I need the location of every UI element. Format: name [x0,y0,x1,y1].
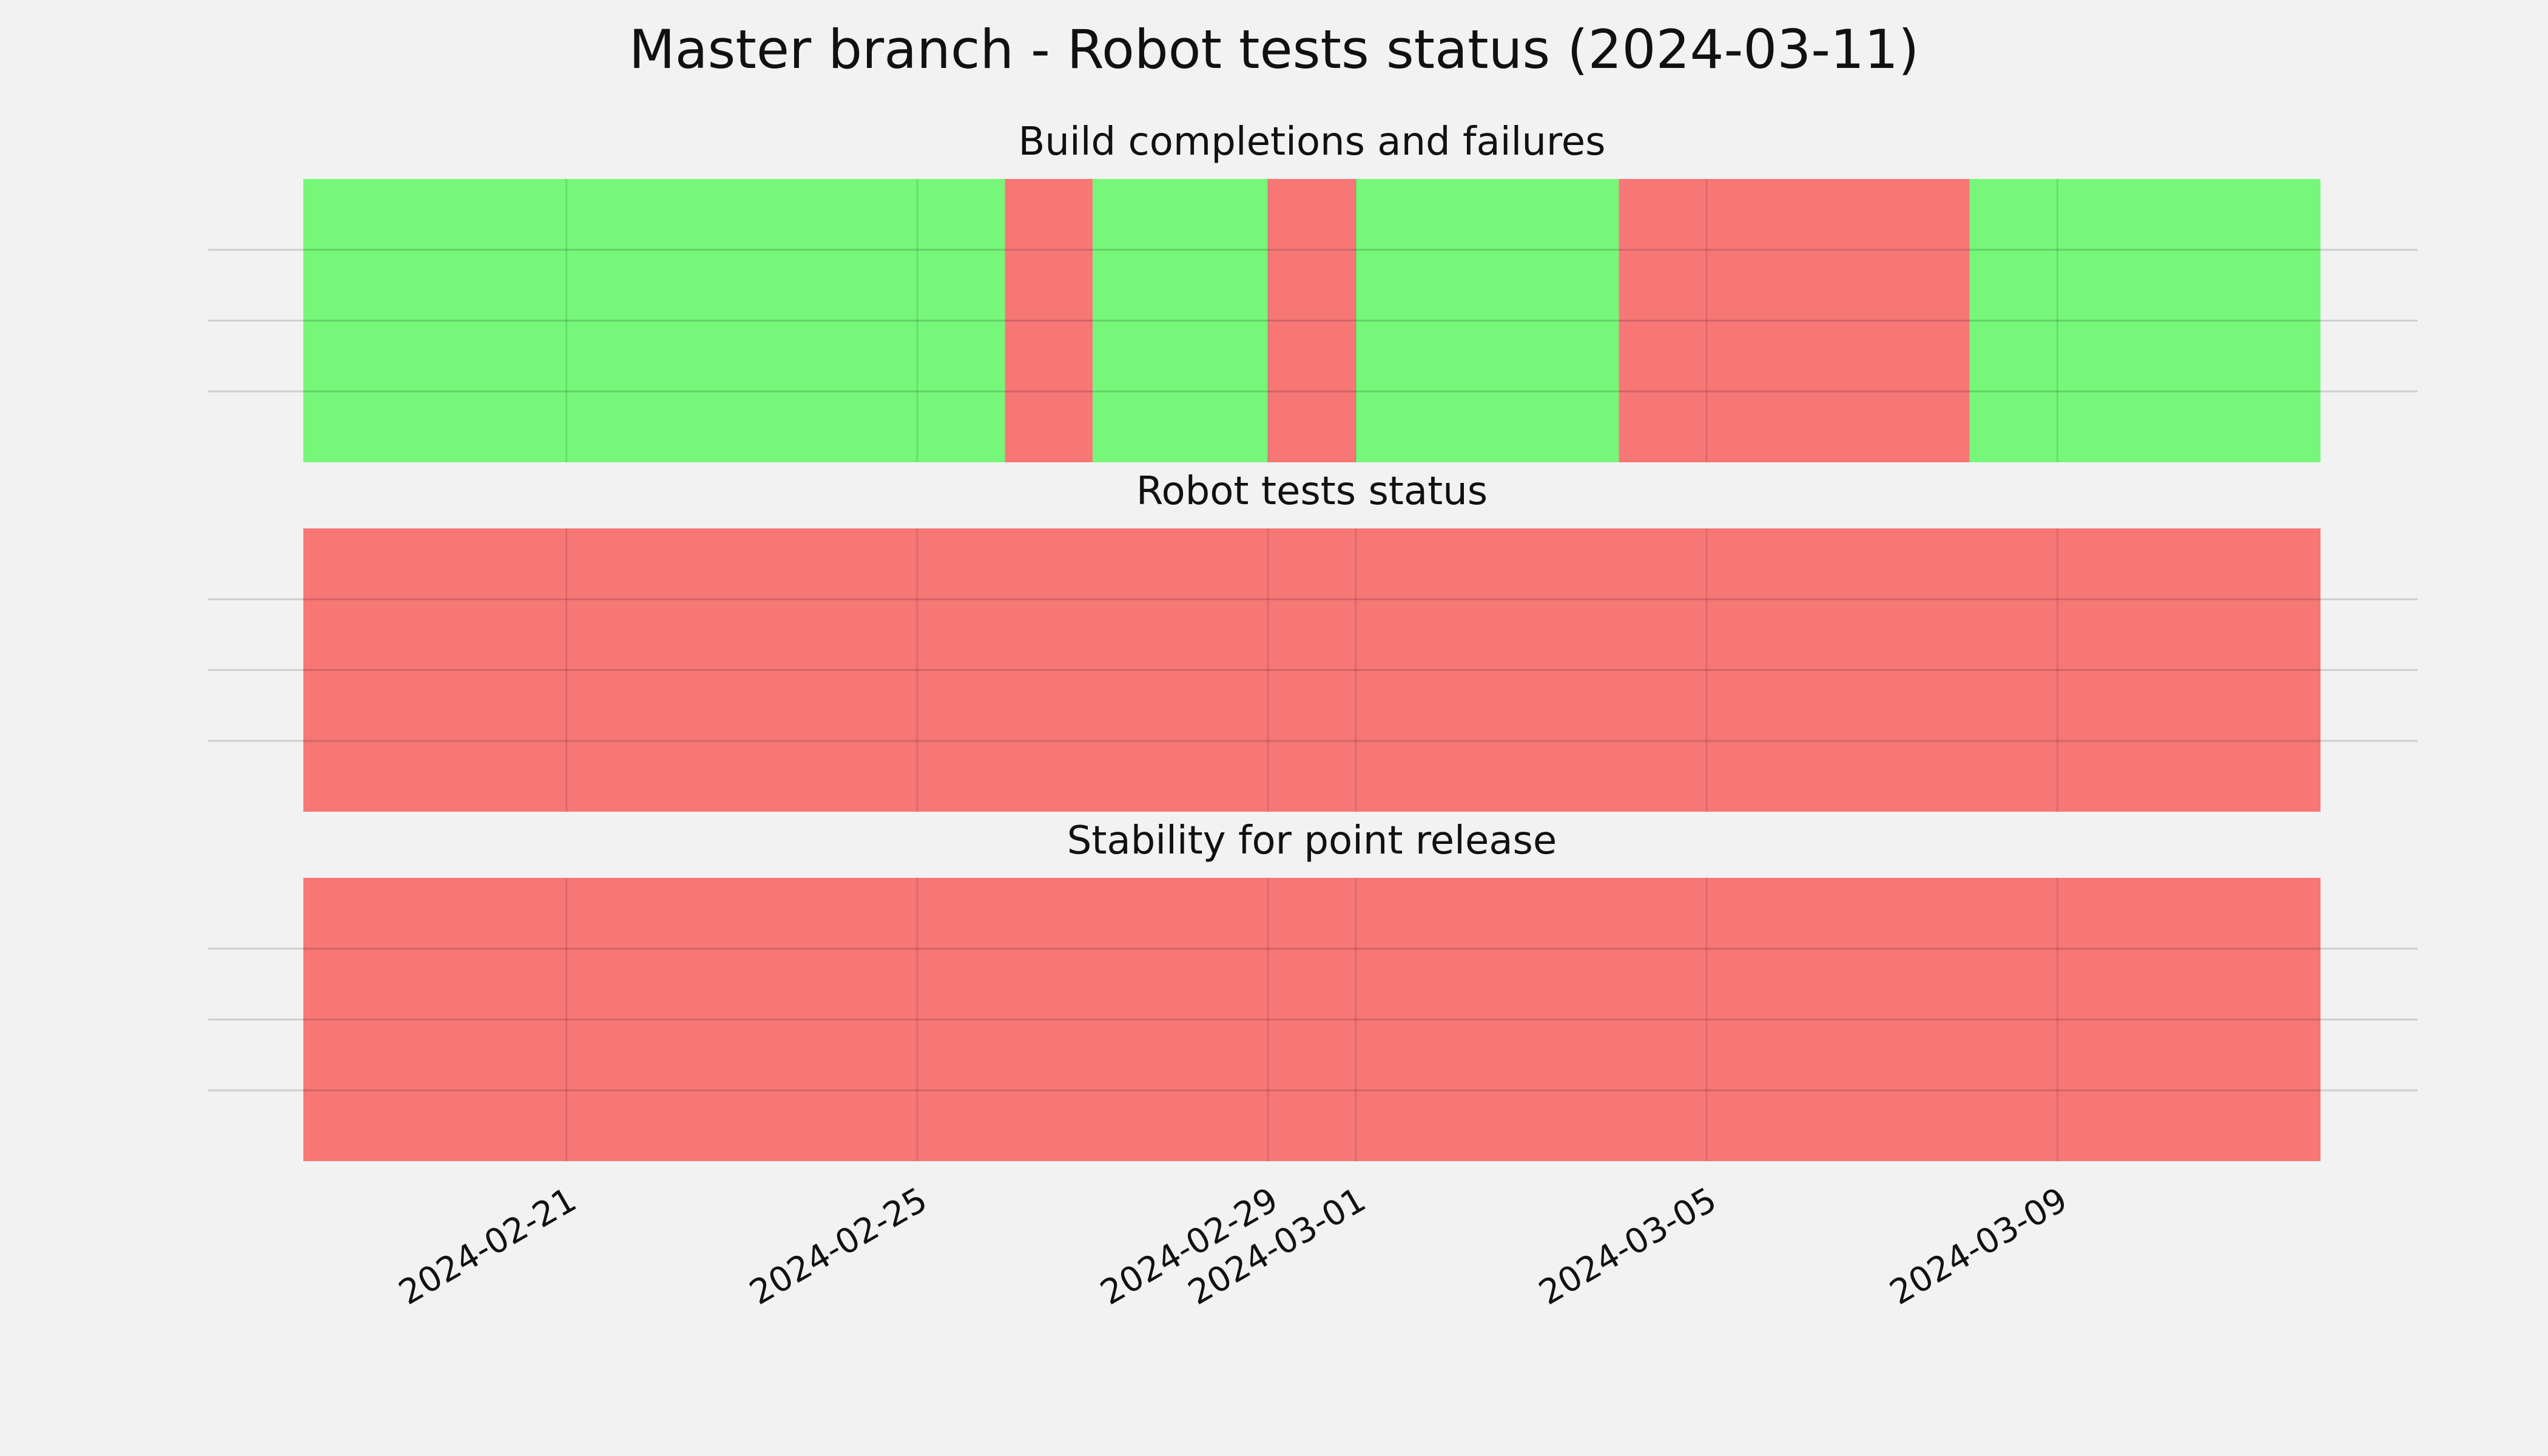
status-segment-fail [1268,179,1356,462]
chart-title: Master branch - Robot tests status (2024… [629,18,1919,81]
x-tick-label: 2024-02-21 [393,1180,583,1313]
x-tick-label: 2024-02-25 [743,1180,934,1313]
x-tick-label: 2024-03-09 [1883,1180,2074,1313]
status-segment-pass [1969,179,2320,462]
x-tick-label: 2024-03-05 [1532,1180,1723,1313]
panel-title: Stability for point release [1067,818,1557,863]
status-segment-fail [303,528,2320,812]
panel-3: Stability for point release [208,818,2418,1161]
status-segment-fail [303,878,2320,1161]
status-segment-pass [303,179,1005,462]
status-segment-pass [1355,179,1619,462]
panels-group: Build completions and failures Robot test… [208,120,2418,1161]
status-segment-fail [1005,179,1093,462]
status-segment-pass [1093,179,1269,462]
panel-title: Robot tests status [1136,469,1488,514]
status-segment-fail [1619,179,1970,462]
panel-2: Robot tests status [208,469,2418,812]
x-axis-ticks: 2024-02-21 2024-02-25 2024-02-292024-03-01… [393,1180,2074,1313]
panel-title: Build completions and failures [1019,120,1606,164]
panel-1: Build completions and failures [208,120,2418,462]
